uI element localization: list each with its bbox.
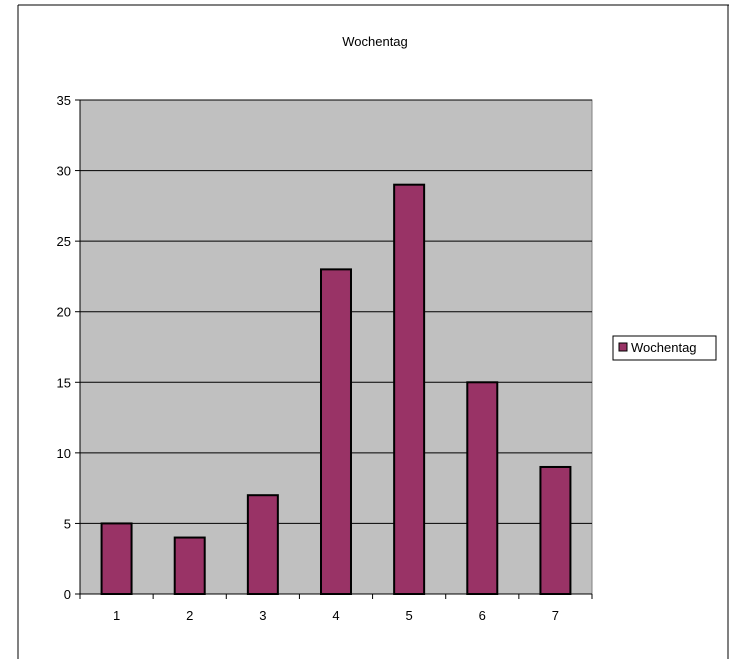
legend: Wochentag bbox=[612, 335, 717, 361]
y-tick-label: 20 bbox=[57, 305, 71, 320]
axes: 0 5 10 15 20 25 30 35 1 2 3 4 5 6 7 bbox=[57, 93, 593, 623]
x-tick-label: 3 bbox=[259, 608, 266, 623]
bar bbox=[393, 183, 426, 596]
bar bbox=[173, 536, 206, 595]
x-tick-label: 1 bbox=[113, 608, 120, 623]
y-tick-label: 10 bbox=[57, 446, 71, 461]
x-tick-label: 5 bbox=[406, 608, 413, 623]
y-tick-label: 25 bbox=[57, 234, 71, 249]
y-tick-label: 0 bbox=[64, 587, 71, 602]
bar bbox=[246, 494, 279, 596]
x-tick-label: 4 bbox=[332, 608, 339, 623]
x-tick-label: 2 bbox=[186, 608, 193, 623]
legend-swatch bbox=[618, 342, 628, 352]
bar bbox=[320, 268, 352, 595]
x-tick-label: 7 bbox=[552, 608, 559, 623]
bar bbox=[539, 465, 572, 596]
y-tick-label: 5 bbox=[64, 516, 71, 531]
chart-title: Wochentag bbox=[342, 34, 408, 49]
bar bbox=[466, 381, 499, 595]
y-tick-label: 15 bbox=[57, 375, 71, 390]
legend-label: Wochentag bbox=[631, 340, 697, 355]
bar bbox=[100, 522, 133, 596]
y-tick-label: 35 bbox=[57, 93, 71, 108]
y-tick-label: 30 bbox=[57, 164, 71, 179]
legend-box bbox=[612, 335, 717, 361]
x-tick-label: 6 bbox=[479, 608, 486, 623]
